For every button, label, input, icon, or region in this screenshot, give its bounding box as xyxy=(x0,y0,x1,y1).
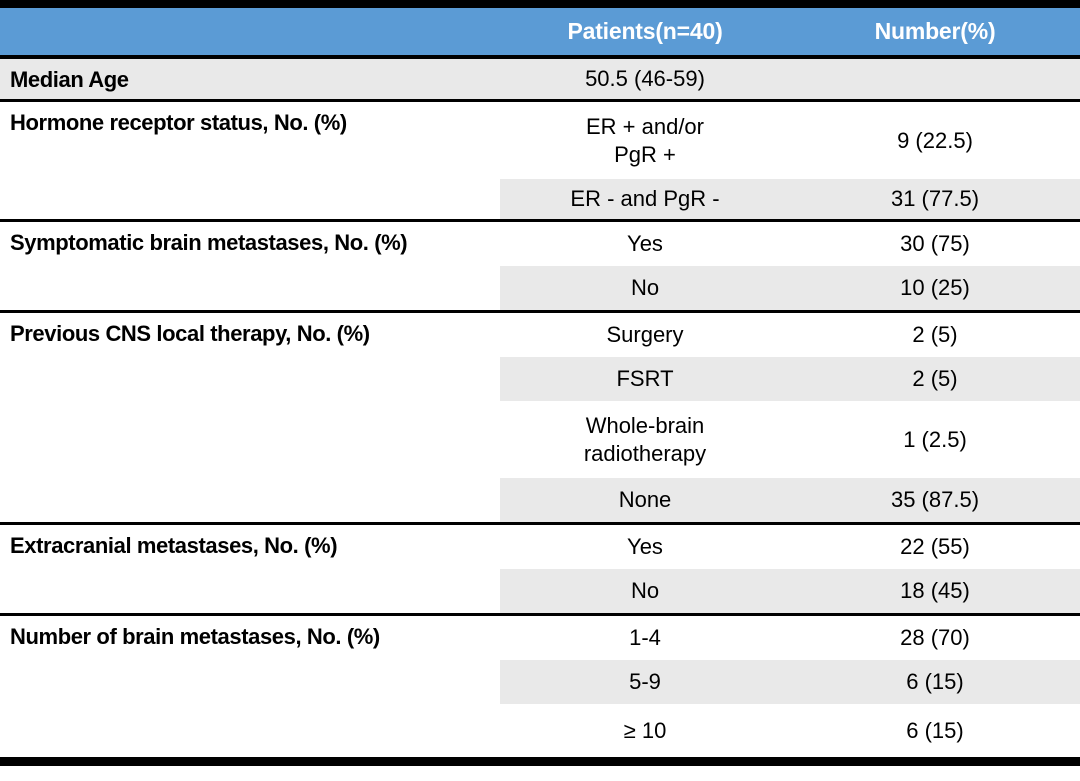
category-cell: None xyxy=(618,487,672,513)
category-cell: 5-9 xyxy=(629,669,661,695)
value-cell: 6 (15) xyxy=(906,669,964,694)
section-label: Extracranial metastases, No. (%) xyxy=(10,533,338,558)
category-cell: 50.5 (46-59) xyxy=(585,66,705,92)
table-row: FSRT 2 (5) xyxy=(500,357,1080,401)
section-label: Hormone receptor status, No. (%) xyxy=(10,110,347,135)
value-cell: 28 (70) xyxy=(900,625,970,650)
table-row: Surgery 2 (5) xyxy=(500,313,1080,357)
section-label: Median Age xyxy=(10,67,129,92)
table-top-rule xyxy=(0,0,1080,8)
category-cell: ER - and PgR - xyxy=(570,186,720,212)
category-cell: Whole-brain radiotherapy xyxy=(583,413,707,466)
value-cell: 18 (45) xyxy=(900,578,970,603)
section-hormone-receptor-status: Hormone receptor status, No. (%) ER + an… xyxy=(0,102,1080,222)
table-row: Yes 22 (55) xyxy=(500,525,1080,569)
section-previous-cns-local-therapy: Previous CNS local therapy, No. (%) Surg… xyxy=(0,313,1080,525)
table-row: Yes 30 (75) xyxy=(500,222,1080,266)
header-number-column: Number(%) xyxy=(874,18,996,44)
table-row: 1-4 28 (70) xyxy=(500,616,1080,660)
section-label: Symptomatic brain metastases, No. (%) xyxy=(10,230,408,255)
section-symptomatic-brain-metastases: Symptomatic brain metastases, No. (%) Ye… xyxy=(0,222,1080,313)
value-cell: 31 (77.5) xyxy=(890,186,980,211)
table-row: No 10 (25) xyxy=(500,266,1080,310)
table-row: 5-9 6 (15) xyxy=(500,660,1080,704)
category-cell: ER + and/or PgR + xyxy=(585,114,704,167)
category-cell: Yes xyxy=(627,231,663,257)
section-label: Previous CNS local therapy, No. (%) xyxy=(10,321,370,346)
value-cell: 2 (5) xyxy=(912,366,958,391)
section-median-age: Median Age 50.5 (46-59) xyxy=(0,59,1080,102)
value-cell: 10 (25) xyxy=(900,275,970,300)
table-row: Whole-brain radiotherapy 1 (2.5) xyxy=(500,401,1080,478)
table-header-row: Patients(n=40) Number(%) xyxy=(0,8,1080,59)
category-cell: Yes xyxy=(627,534,663,560)
header-patients-column: Patients(n=40) xyxy=(567,18,723,44)
category-cell: ≥ 10 xyxy=(623,717,667,743)
value-cell: 30 (75) xyxy=(900,231,970,256)
section-number-of-brain-metastases: Number of brain metastases, No. (%) 1-4 … xyxy=(0,616,1080,757)
section-extracranial-metastases: Extracranial metastases, No. (%) Yes 22 … xyxy=(0,525,1080,616)
value-cell: 35 (87.5) xyxy=(890,487,980,512)
table-row: ER + and/or PgR + 9 (22.5) xyxy=(500,102,1080,179)
category-cell: 1-4 xyxy=(629,625,661,651)
category-cell: No xyxy=(630,275,660,301)
value-cell: 2 (5) xyxy=(912,322,958,347)
value-cell: 6 (15) xyxy=(906,717,964,743)
value-cell: 1 (2.5) xyxy=(903,426,967,452)
category-cell: Surgery xyxy=(606,322,684,348)
table-row: ER - and PgR - 31 (77.5) xyxy=(500,179,1080,219)
table-row: None 35 (87.5) xyxy=(500,478,1080,522)
table-row: 50.5 (46-59) xyxy=(500,59,1080,99)
value-cell: 22 (55) xyxy=(900,534,970,559)
category-cell: No xyxy=(630,578,660,604)
section-label: Number of brain metastases, No. (%) xyxy=(10,624,380,649)
table-row: ≥ 10 6 (15) xyxy=(500,704,1080,757)
table-row: No 18 (45) xyxy=(500,569,1080,613)
table-bottom-rule xyxy=(0,757,1080,766)
category-cell: FSRT xyxy=(616,366,674,392)
value-cell: 9 (22.5) xyxy=(897,127,973,153)
